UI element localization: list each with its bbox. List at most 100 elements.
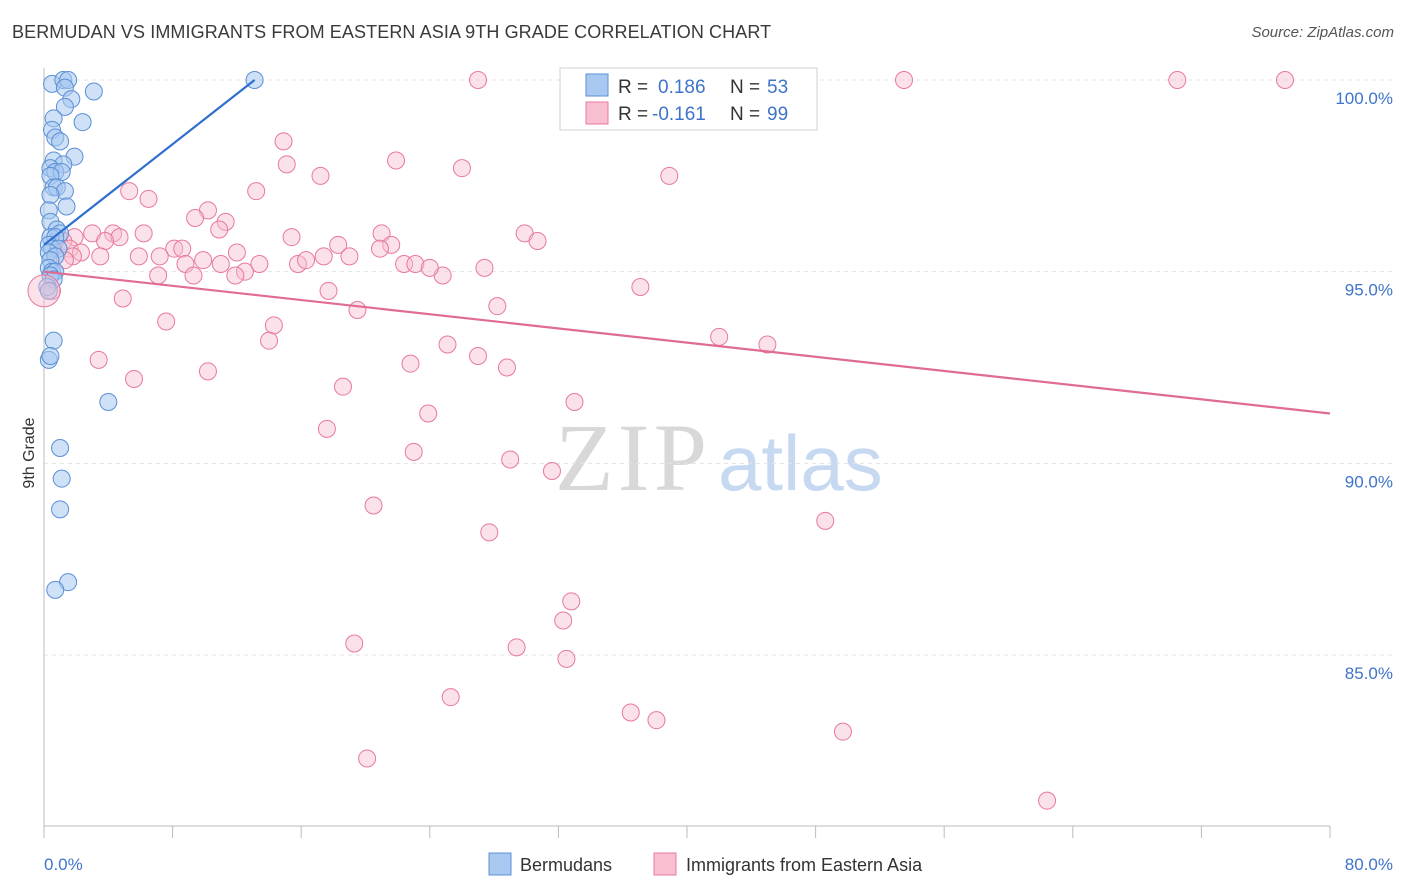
point-immigrants [340,247,359,266]
point-immigrants [660,166,679,185]
point-immigrants [297,251,316,270]
point-bermudans [44,331,63,350]
point-immigrants [282,228,301,247]
point-bermudans [46,580,65,599]
point-immigrants [345,634,364,653]
point-immigrants [184,266,203,285]
point-immigrants [173,239,192,258]
point-immigrants [110,228,129,247]
point-immigrants [488,297,507,316]
point-bermudans [41,347,60,365]
legend-r-value-1: 0.186 [658,77,706,98]
point-immigrants [469,347,488,365]
y-axis-label: 9th Grade [21,417,38,488]
point-immigrants [621,703,640,722]
legend-n-value-2: 99 [767,104,788,125]
point-immigrants [198,362,217,381]
point-immigrants [348,301,367,319]
point-immigrants [194,251,213,270]
point-immigrants [480,523,499,542]
point-bermudans [51,500,70,519]
point-immigrants [441,688,460,707]
point-immigrants [1168,71,1187,89]
point-bermudans [84,82,103,101]
legend-n-label-1: N = [730,77,760,98]
legend-r-label-1: R = [618,77,648,98]
point-immigrants [150,247,169,266]
point-immigrants [125,370,144,388]
y-tick-label: 85.0% [1345,664,1393,683]
series-swatch-bermudans [488,852,512,876]
point-bermudans [51,132,70,151]
series-legend: Bermudans Immigrants from Eastern Asia [488,852,923,876]
point-immigrants [235,262,254,281]
point-immigrants [96,232,115,250]
point-immigrants [438,335,457,354]
y-tick-label: 90.0% [1345,472,1393,491]
point-immigrants [647,711,666,730]
point-immigrants [816,511,835,530]
point-immigrants [91,247,110,266]
point-immigrants [404,442,423,461]
point-immigrants [314,247,333,266]
chart-title: BERMUDAN VS IMMIGRANTS FROM EASTERN ASIA… [12,22,772,42]
point-immigrants [358,749,377,768]
point-immigrants [554,611,573,630]
legend-n-label-2: N = [730,104,760,125]
point-immigrants [370,239,389,258]
point-immigrants [89,350,108,369]
point-immigrants [542,462,561,480]
point-immigrants [419,404,438,423]
point-immigrants [333,377,352,396]
point-immigrants [420,258,439,277]
point-immigrants [501,450,520,469]
point-bermudans [51,439,70,457]
point-immigrants [311,166,330,185]
point-immigrants [113,289,132,308]
point-immigrants [1275,71,1294,89]
legend-swatch-bermudans [585,73,609,97]
legend-r-value-2: -0.161 [652,104,706,125]
point-bermudans [55,97,74,116]
point-immigrants [277,155,296,174]
point-immigrants [139,189,158,208]
point-immigrants [497,358,516,377]
series-label-immigrants: Immigrants from Eastern Asia [686,855,923,875]
point-immigrants [557,649,576,668]
point-bermudans [57,197,76,216]
point-bermudans [39,281,58,300]
point-immigrants [382,235,401,254]
legend-n-value-1: 53 [767,77,788,98]
trend-line-immigrants [43,270,1331,415]
point-immigrants [452,159,471,178]
point-immigrants [120,182,139,201]
legend-swatch-immigrants [585,101,609,125]
point-immigrants [406,255,425,273]
point-immigrants [565,393,584,411]
point-bermudans [41,186,60,204]
point-immigrants [528,232,547,250]
point-immigrants [226,266,245,285]
point-immigrants [631,278,650,296]
point-bermudans [52,469,71,488]
point-immigrants [895,71,914,89]
point-immigrants [507,638,526,657]
point-immigrants [227,243,246,262]
point-immigrants [758,335,777,354]
point-immigrants [710,327,729,346]
point-immigrants [27,274,61,308]
point-immigrants [833,722,852,741]
trend-line-bermudans [43,79,256,246]
point-immigrants [260,331,279,350]
point-immigrants [134,224,153,243]
stats-legend: R = 0.186 N = 53 R = -0.161 N = 99 [559,67,818,131]
y-tick-label: 95.0% [1345,281,1393,300]
point-immigrants [264,316,283,335]
point-bermudans [99,393,118,411]
point-immigrants [186,209,205,227]
y-tick-label: 100.0% [1335,89,1393,108]
point-immigrants [129,247,148,266]
point-immigrants [401,354,420,373]
legend-r-label-2: R = [618,104,648,125]
